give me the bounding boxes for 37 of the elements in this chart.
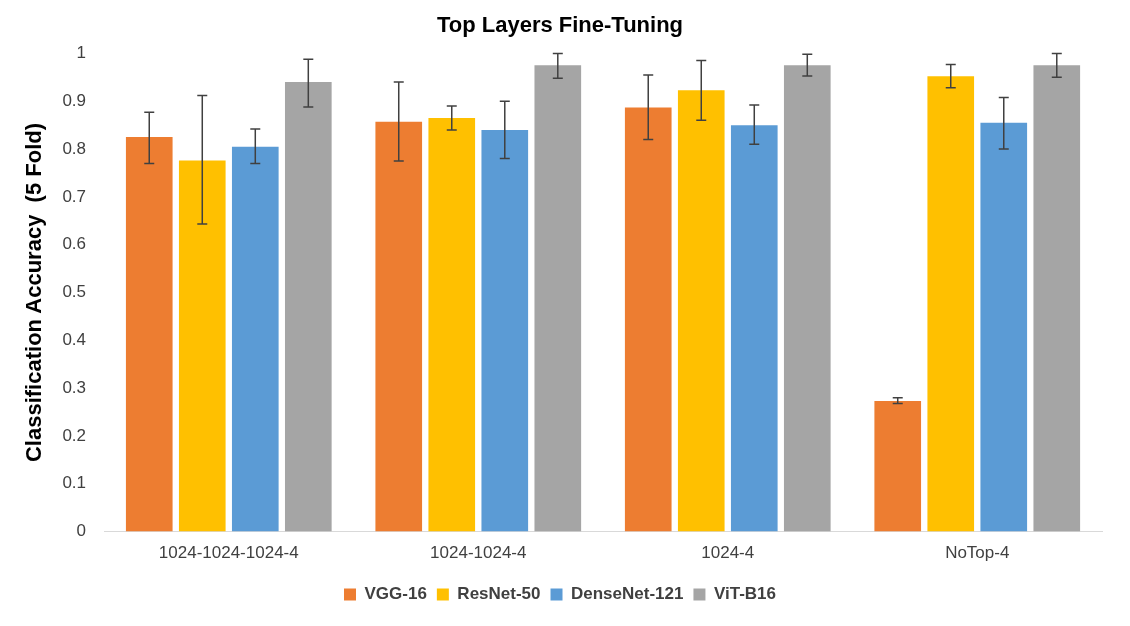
bar: [375, 121, 423, 532]
legend-label: ResNet-50: [457, 584, 541, 604]
y-tick-label: 0.8: [62, 138, 87, 158]
bar: [927, 76, 975, 532]
y-tick-label: 0.9: [62, 90, 87, 110]
bar: [481, 129, 529, 532]
y-tick-label: 0.7: [62, 186, 87, 206]
y-tick-label: 1: [76, 43, 87, 63]
y-tick-label: 0.3: [62, 377, 87, 397]
legend-label: DenseNet-121: [571, 584, 684, 604]
y-tick-label: 0: [76, 521, 87, 541]
bar: [1033, 65, 1081, 532]
y-tick-label: 0.4: [62, 330, 87, 350]
chart-title: Top Layers Fine-Tuning: [436, 12, 684, 38]
bar: [677, 90, 725, 532]
y-tick-label: 0.1: [62, 473, 87, 493]
y-axis-title: Classification Accuracy (5 Fold): [21, 122, 47, 463]
bar: [980, 122, 1028, 532]
bar: [534, 65, 582, 532]
bar: [624, 107, 672, 532]
bar: [874, 401, 922, 532]
bar: [783, 65, 831, 532]
y-tick-label: 0.5: [62, 282, 87, 302]
legend-label: VGG-16: [364, 584, 427, 604]
bar: [730, 125, 778, 532]
x-tick-label: NoTop-4: [945, 543, 1010, 563]
legend-label: ViT-B16: [713, 584, 777, 604]
bar: [125, 137, 173, 532]
bar: [178, 160, 226, 532]
y-tick-label: 0.2: [62, 425, 87, 445]
bar: [231, 146, 279, 532]
bar: [428, 117, 476, 532]
x-tick-label: 1024-4: [701, 543, 755, 563]
y-tick-label: 0.6: [62, 234, 87, 254]
x-tick-label: 1024-1024-1024-4: [158, 543, 299, 563]
x-tick-label: 1024-1024-4: [430, 543, 527, 563]
bar: [284, 82, 332, 532]
